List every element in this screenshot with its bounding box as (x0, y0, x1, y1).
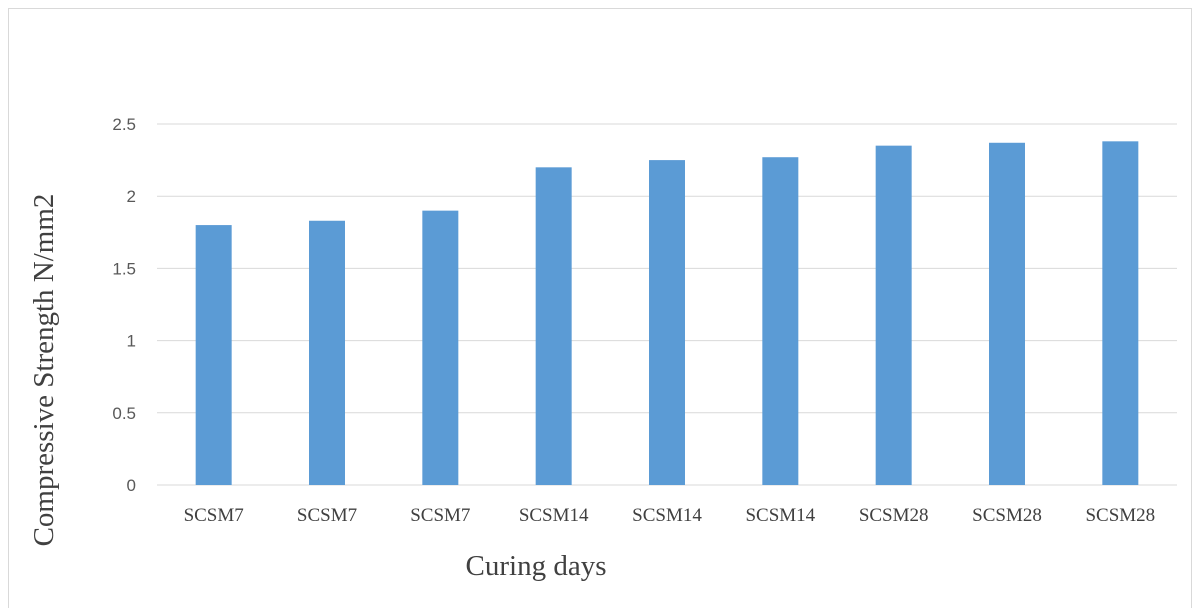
bar (1102, 141, 1139, 485)
bar (762, 157, 799, 485)
x-category-labels: SCSM7 SCSM7 SCSM7 SCSM14 SCSM14 SCSM14 SCSM28 S… (184, 505, 1156, 526)
bar (875, 145, 912, 485)
x-category-label: SCSM7 (410, 505, 470, 526)
x-category-label: SCSM14 (519, 505, 589, 526)
x-category-label: SCSM28 (972, 505, 1042, 526)
y-tick-labels: 0 0.5 1 1.5 2 2.5 (112, 115, 136, 495)
y-tick-label: 2.5 (112, 115, 136, 134)
bar (195, 225, 232, 485)
bar (989, 142, 1025, 485)
y-tick-label: 0 (127, 476, 136, 495)
x-category-label: SCSM14 (632, 505, 702, 526)
bars (195, 141, 1139, 486)
x-axis-title: Curing days (466, 550, 607, 582)
x-category-label: SCSM28 (859, 505, 929, 526)
y-tick-label: 2 (127, 187, 136, 206)
y-tick-label: 0.5 (112, 404, 136, 423)
chart-frame (8, 8, 1192, 608)
bar (535, 167, 572, 485)
x-category-label: SCSM14 (745, 505, 815, 526)
y-tick-label: 1 (127, 332, 136, 351)
x-category-label: SCSM7 (297, 505, 357, 526)
y-axis-title: Compressive Strength N/mm2 (28, 194, 60, 547)
bar (422, 210, 459, 485)
bar (309, 220, 345, 486)
bar (649, 160, 685, 485)
y-tick-label: 1.5 (112, 259, 136, 278)
x-category-label: SCSM28 (1085, 505, 1155, 526)
x-category-label: SCSM7 (184, 505, 244, 526)
